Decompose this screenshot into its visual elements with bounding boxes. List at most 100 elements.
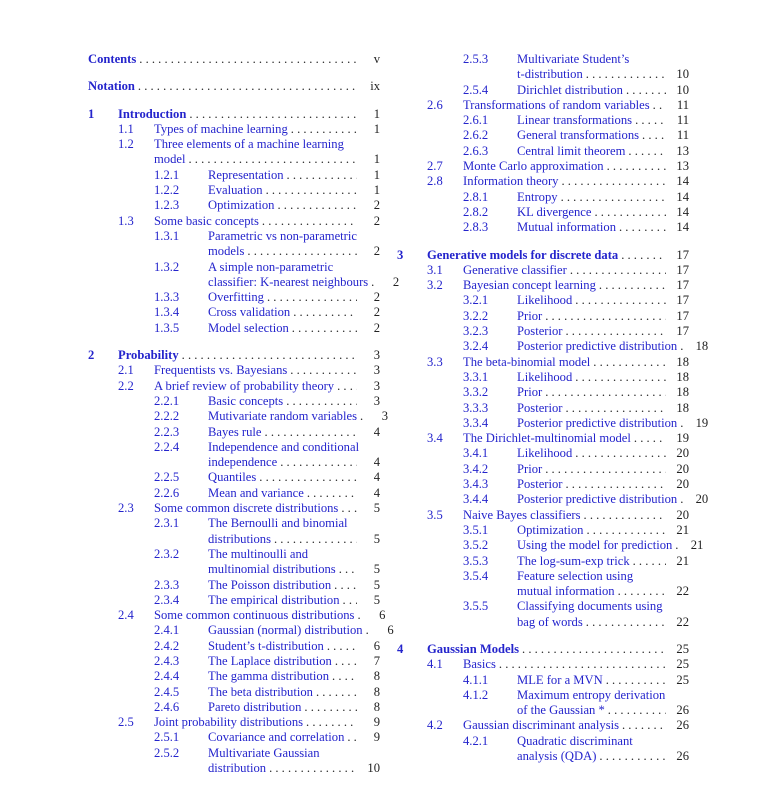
toc-link-line[interactable]: 2.5.2 Multivariate Gaussian [88,746,380,761]
toc-link-line[interactable]: 1.3.5 Model selection 2 [88,321,380,336]
toc-link-line[interactable]: 2.6.3 Central limit theorem 13 [397,144,689,159]
toc-link-line[interactable]: 3.2.2 Prior 17 [397,309,689,324]
toc-title-text: Likelihood [517,293,573,308]
toc-link-line[interactable]: 2.4.5 The beta distribution 8 [88,685,380,700]
toc-link-line[interactable]: 2.3.3 The Poisson distribution 5 [88,578,380,593]
toc-link-line[interactable]: 2 Probability 3 [88,348,380,363]
toc-link-line[interactable]: 2.6.1 Linear transformations 11 [397,113,689,128]
toc-link-line[interactable]: 2.2.1 Basic concepts 3 [88,394,380,409]
toc-link-line[interactable]: 3.4.3 Posterior 20 [397,477,689,492]
toc-entry: 2.6 Transformations of random variables 11 [397,98,689,113]
toc-link-line[interactable]: 1.3.2 A simple non-parametric [88,260,380,275]
toc-link-line[interactable]: 1.3.1 Parametric vs non-parametric [88,229,380,244]
toc-entry: 1.3.4 Cross validation 2 [88,305,380,320]
toc-link-line[interactable]: 2.2.3 Bayes rule 4 [88,425,380,440]
toc-link-line[interactable]: 3.3.2 Prior 18 [397,385,689,400]
toc-link-line[interactable]: 4.2 Gaussian discriminant analysis 26 [397,718,689,733]
toc-link-line[interactable]: 1.2.2 Evaluation 1 [88,183,380,198]
toc-link-line[interactable]: 2.5.4 Dirichlet distribution 10 [397,83,689,98]
toc-link-line[interactable]: 2.4.1 Gaussian (normal) distribution 6 [88,623,394,638]
toc-link-line[interactable]: 3.2 Bayesian concept learning 17 [397,278,689,293]
toc-link-line[interactable]: multinomial distributions 5 [88,562,380,577]
toc-link-line[interactable]: 2.4.3 The Laplace distribution 7 [88,654,380,669]
toc-link-line[interactable]: 3.4 The Dirichlet-multinomial model 19 [397,431,689,446]
toc-link-line[interactable]: 3.4.4 Posterior predictive distribution 20 [397,492,708,507]
toc-link-line[interactable]: 2.1 Frequentists vs. Bayesians 3 [88,363,380,378]
toc-leader-dots [360,409,365,424]
toc-link-line[interactable]: 2.3.2 The multinoulli and [88,547,380,562]
toc-link-line[interactable]: 2.4.2 Student’s t-distribution 6 [88,639,380,654]
toc-link-line[interactable]: 2.5 Joint probability distributions 9 [88,715,380,730]
toc-link-line[interactable]: 3.3 The beta-binomial model 18 [397,355,689,370]
toc-link-line[interactable]: 2.2.6 Mean and variance 4 [88,486,380,501]
toc-page-number: 25 [676,641,689,656]
toc-link-line[interactable]: 2.5.3 Multivariate Student’s [397,52,689,67]
toc-link-line[interactable]: 3.2.4 Posterior predictive distribution 18 [397,339,708,354]
toc-link-line[interactable]: 2.3.1 The Bernoulli and binomial [88,516,380,531]
toc-link-line[interactable]: 2.2.4 Independence and conditional [88,440,380,455]
toc-link-line[interactable]: 2.2 A brief review of probability theory 3 [88,379,380,394]
toc-link-line[interactable]: 2.8.2 KL divergence 14 [397,205,689,220]
toc-link-line[interactable]: 3 Generative models for discrete data 17 [397,248,689,263]
toc-link-line[interactable]: 3.2.1 Likelihood 17 [397,293,689,308]
toc-link-line[interactable]: 2.4 Some common continuous distributions 6 [88,608,385,623]
toc-link-line[interactable]: 2.8.3 Mutual information 14 [397,220,689,235]
toc-link-line[interactable]: 3.3.3 Posterior 18 [397,401,689,416]
toc-link-line[interactable]: 1.3.4 Cross validation 2 [88,305,380,320]
toc-link-line[interactable]: 3.4.1 Likelihood 20 [397,446,689,461]
toc-link-line[interactable]: 3.3.4 Posterior predictive distribution 19 [397,416,708,431]
toc-link-line[interactable]: 2.2.5 Quantiles 4 [88,470,380,485]
toc-link-line[interactable]: Notation ix [88,79,380,94]
toc-link-line[interactable]: 1.3 Some basic concepts 2 [88,214,380,229]
toc-link-line[interactable]: 1.2.1 Representation 1 [88,168,380,183]
toc-title-text: Gaussian (normal) distribution [208,623,363,638]
toc-link-line[interactable]: 4.1.2 Maximum entropy derivation [397,688,689,703]
toc-link-line[interactable]: 1.3.3 Overfitting 2 [88,290,380,305]
toc-link-line[interactable]: distributions 5 [88,532,380,547]
toc-link-line[interactable]: 3.1 Generative classifier 17 [397,263,689,278]
toc-link-line[interactable]: 1 Introduction 1 [88,107,380,122]
toc-link-line[interactable]: bag of words 22 [397,615,689,630]
toc-link-line[interactable]: 4 Gaussian Models 25 [397,642,689,657]
toc-link-line[interactable]: analysis (QDA) 26 [397,749,689,764]
toc-link-line[interactable]: 2.4.6 Pareto distribution 8 [88,700,380,715]
toc-link-line[interactable]: mutual information 22 [397,584,689,599]
toc-link-line[interactable]: distribution 10 [88,761,380,776]
toc-link-line[interactable]: 2.3.4 The empirical distribution 5 [88,593,380,608]
toc-link-line[interactable]: 3.5.1 Optimization 21 [397,523,689,538]
toc-title-text: A brief review of probability theory [154,378,335,393]
toc-link-line[interactable]: 4.1.1 MLE for a MVN 25 [397,673,689,688]
toc-link-line[interactable]: 2.4.4 The gamma distribution 8 [88,669,380,684]
toc-link-line[interactable]: model 1 [88,152,380,167]
toc-link-line[interactable]: 3.2.3 Posterior 17 [397,324,689,339]
toc-link-line[interactable]: 4.2.1 Quadratic discriminant [397,734,689,749]
toc-link-line[interactable]: 1.2.3 Optimization 2 [88,198,380,213]
toc-link-line[interactable]: 1.2 Three elements of a machine learning [88,137,380,152]
toc-entry: 3.5.1 Optimization 21 [397,523,689,538]
toc-link-line[interactable]: 2.7 Monte Carlo approximation 13 [397,159,689,174]
toc-link-line[interactable]: 4.1 Basics 25 [397,657,689,672]
toc-link-line[interactable]: 3.5.5 Classifying documents using [397,599,689,614]
toc-link-line[interactable]: 3.5.4 Feature selection using [397,569,689,584]
toc-link-line[interactable]: 3.5.2 Using the model for prediction 21 [397,538,703,553]
toc-link-line[interactable]: 3.4.2 Prior 20 [397,462,689,477]
toc-link-line[interactable]: 2.8.1 Entropy 14 [397,190,689,205]
toc-link-line[interactable]: 2.6.2 General transformations 11 [397,128,689,143]
toc-link-line[interactable]: 2.8 Information theory 14 [397,174,689,189]
toc-link-line[interactable]: 2.3 Some common discrete distributions 5 [88,501,380,516]
toc-link-line[interactable]: 2.6 Transformations of random variables 11 [397,98,689,113]
toc-link-line[interactable]: classifier: K-nearest neighbours 2 [88,275,399,290]
toc-entry: 2.4.2 Student’s t-distribution 6 [88,639,380,654]
toc-link-line[interactable]: models 2 [88,244,380,259]
toc-link-line[interactable]: 3.3.1 Likelihood 18 [397,370,689,385]
toc-link-line[interactable]: 3.5.3 The log-sum-exp trick 21 [397,554,689,569]
toc-link-line[interactable]: of the Gaussian * 26 [397,703,689,718]
toc-link-line[interactable]: 2.2.2 Mutivariate random variables 3 [88,409,388,424]
toc-leader-dots [291,122,357,137]
toc-link-line[interactable]: 1.1 Types of machine learning 1 [88,122,380,137]
toc-link-line[interactable]: 3.5 Naive Bayes classifiers 20 [397,508,689,523]
toc-link-line[interactable]: independence 4 [88,455,380,470]
toc-link-line[interactable]: Contents v [88,52,380,67]
toc-link-line[interactable]: t-distribution 10 [397,67,689,82]
toc-link-line[interactable]: 2.5.1 Covariance and correlation 9 [88,730,380,745]
